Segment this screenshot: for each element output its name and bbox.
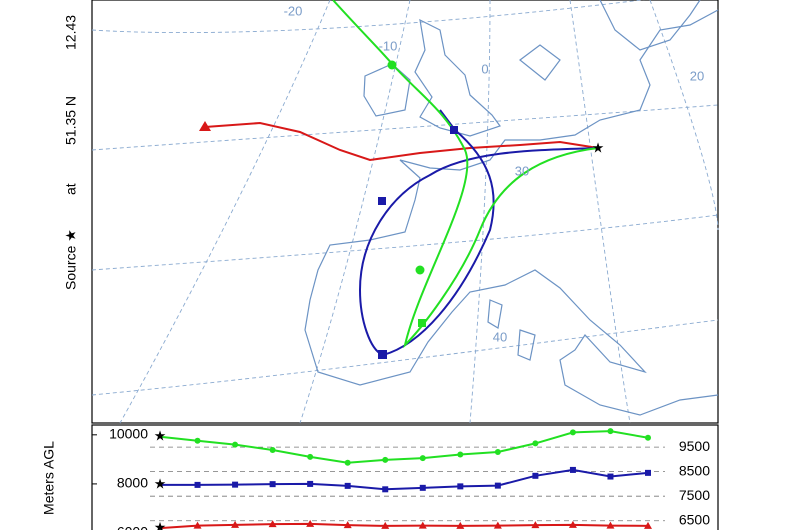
graticule-label: -10: [379, 38, 398, 53]
point: [532, 440, 539, 447]
point: [569, 429, 576, 436]
point: [457, 451, 464, 458]
source-label: Source ★ at 51.35 N 12.43: [63, 15, 79, 290]
point: [382, 456, 389, 463]
marker: [378, 350, 387, 359]
point: [268, 520, 277, 528]
point: [307, 453, 314, 460]
point: [343, 521, 352, 529]
y2-tick-label: 9500: [679, 438, 710, 454]
point: [306, 519, 315, 527]
point: [493, 521, 502, 529]
start-star: ★: [154, 427, 167, 443]
height-line: [160, 468, 649, 491]
point: [344, 459, 351, 466]
marker: [199, 121, 211, 131]
point: [568, 520, 577, 528]
point: [569, 466, 576, 473]
y-axis-title: Meters AGL: [41, 441, 57, 515]
y-tick-label: 6000: [117, 524, 148, 530]
point: [269, 447, 276, 454]
y2-tick-label: 6500: [679, 511, 710, 527]
height-line: [159, 522, 649, 530]
graticule-labels: -20 -10 0 20 30 40: [284, 3, 705, 344]
marker: [415, 265, 425, 275]
point: [269, 481, 276, 488]
point: [531, 521, 540, 529]
map-frame: [91, 0, 719, 424]
point: [232, 441, 239, 448]
trajectory-red: [204, 121, 599, 162]
graticule-label: 0: [481, 61, 488, 76]
point: [381, 521, 390, 529]
point: [382, 486, 389, 493]
source-text: Source ★: [63, 229, 79, 290]
point: [607, 428, 614, 435]
point: [418, 521, 427, 529]
marker: [378, 197, 386, 205]
point: [494, 482, 501, 489]
marker: [418, 319, 426, 327]
y2-tick-label: 8500: [679, 462, 710, 478]
y-tick-label: 10000: [109, 426, 148, 442]
point: [457, 483, 464, 490]
trajectory-blue: [358, 109, 599, 357]
point: [645, 434, 651, 441]
graticule-label: 20: [690, 68, 704, 83]
point: [419, 455, 426, 462]
source-text: 12.43: [63, 15, 79, 50]
point: [231, 520, 240, 528]
point: [419, 484, 426, 491]
y-tick-label: 8000: [117, 475, 148, 491]
height-panel: [91, 424, 719, 530]
point: [344, 482, 351, 489]
point: [232, 481, 239, 488]
graticule-label: 40: [493, 329, 507, 344]
coastlines: [304, 0, 719, 416]
point: [194, 437, 201, 444]
height-line: [159, 430, 649, 464]
graticule-label: 30: [515, 163, 529, 178]
point: [607, 473, 614, 480]
point: [494, 449, 501, 455]
point: [606, 521, 615, 529]
point: [194, 481, 201, 488]
source-text: 51.35 N: [63, 96, 79, 145]
point: [193, 521, 202, 529]
point: [645, 469, 651, 476]
marker: [387, 60, 397, 70]
source-star: ★: [592, 140, 605, 156]
start-star: ★: [154, 476, 167, 492]
point: [644, 521, 652, 529]
graticule-label: -20: [284, 3, 303, 18]
y2-tick-label: 7500: [679, 487, 710, 503]
start-star: ★: [154, 519, 167, 530]
source-text: at: [63, 183, 79, 195]
point: [307, 480, 314, 487]
point: [456, 521, 465, 529]
point: [532, 472, 539, 479]
marker: [450, 126, 458, 134]
trajectories: ★: [199, 0, 604, 359]
